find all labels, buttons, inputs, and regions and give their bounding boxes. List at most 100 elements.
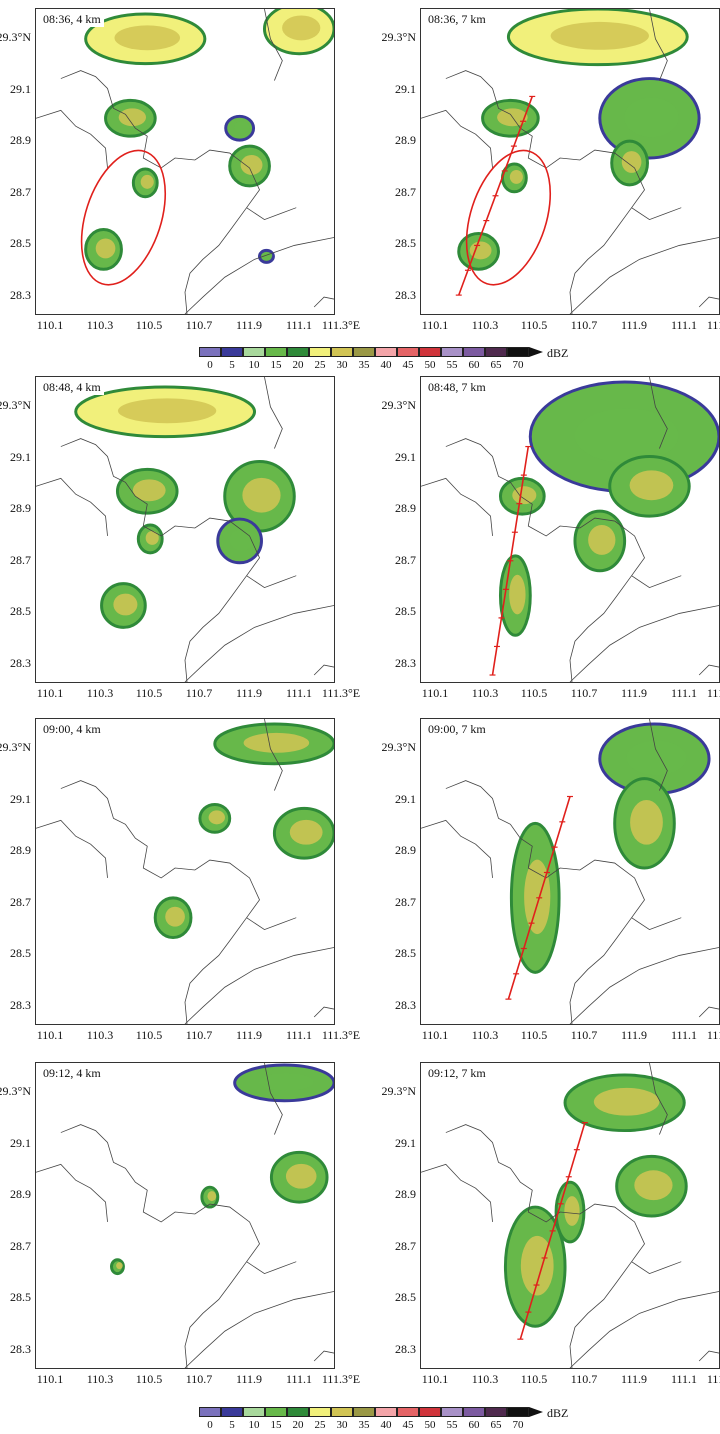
echo-core <box>282 15 321 41</box>
map-panel: 09:12, 4 km <box>35 1062 335 1369</box>
echo-core <box>117 398 217 424</box>
y-tick-label: 28.3 <box>395 1342 416 1356</box>
panel-label: 08:48, 4 km <box>40 379 104 395</box>
colorbar-segment <box>199 1407 221 1417</box>
map-panel: 08:48, 7 km <box>420 376 720 683</box>
colorbar-tick-label: 70 <box>512 1419 524 1431</box>
colorbar-tick-label: 30 <box>336 359 348 371</box>
panel-label: 09:12, 7 km <box>425 1065 489 1081</box>
colorbar-tick-label: 55 <box>446 1419 458 1431</box>
x-tick-label: 110.3 <box>86 1372 114 1386</box>
y-tick-label: 29.3°N <box>0 1084 31 1098</box>
colorbar-tick-label: 35 <box>358 359 370 371</box>
colorbar-segment <box>485 347 507 357</box>
echo-core <box>509 574 526 615</box>
y-tick-label: 29.1 <box>10 82 31 96</box>
colorbar-segment <box>419 1407 441 1417</box>
y-tick-label: 29.1 <box>10 792 31 806</box>
y-tick-label: 28.7 <box>395 895 416 909</box>
panel-label: 08:48, 7 km <box>425 379 489 395</box>
boundary-line <box>264 1063 283 1135</box>
colorbar-tick-label: 15 <box>270 1419 282 1431</box>
panel-label: 09:12, 4 km <box>40 1065 104 1081</box>
x-tick-label: 111.3°E <box>321 686 361 700</box>
colorbar-segment <box>287 347 309 357</box>
x-tick-label: 111.9 <box>235 1028 263 1042</box>
echo-core <box>624 97 679 138</box>
boundary-line <box>60 438 260 682</box>
echo-core <box>285 1163 317 1189</box>
y-tick-label: 28.5 <box>395 1290 416 1304</box>
x-tick-label: 111.3°E <box>321 1028 361 1042</box>
radar-map <box>421 9 719 314</box>
colorbar-arrow-left <box>185 1407 199 1417</box>
y-tick-label: 28.9 <box>10 133 31 147</box>
echo-core <box>113 593 138 616</box>
highlight-ellipse <box>465 149 552 286</box>
colorbar-segment <box>375 1407 397 1417</box>
x-tick-label: 110.3 <box>471 686 499 700</box>
colorbar-segment <box>309 347 331 357</box>
x-tick-label: 111.1 <box>670 318 698 332</box>
echo-core <box>207 1191 217 1202</box>
boundary-line <box>184 1291 334 1368</box>
panel-label: 08:36, 7 km <box>425 11 489 27</box>
x-tick-label: 110.7 <box>185 318 213 332</box>
boundary-line <box>36 1163 108 1222</box>
colorbar-tick-label: 50 <box>424 359 436 371</box>
echo-core <box>524 859 551 935</box>
boundary-line <box>264 719 283 791</box>
x-tick-label: 110.5 <box>520 1028 548 1042</box>
y-tick-label: 29.1 <box>10 450 31 464</box>
echo-core <box>629 470 674 501</box>
echo-core <box>626 740 687 776</box>
boundary-line <box>246 917 297 931</box>
y-tick-label: 29.1 <box>395 1136 416 1150</box>
x-tick-label: 110.7 <box>185 1028 213 1042</box>
y-tick-label: 28.9 <box>395 133 416 147</box>
colorbar-arrow-right <box>529 347 543 357</box>
echo-core <box>140 174 154 189</box>
colorbar-tick-label: 25 <box>314 1419 326 1431</box>
radar-map <box>36 377 334 682</box>
y-tick-label: 28.5 <box>10 946 31 960</box>
boundary-line <box>569 237 719 314</box>
echo-core <box>145 530 159 545</box>
colorbar-tick-label: 45 <box>402 359 414 371</box>
boundary-line <box>698 1350 719 1362</box>
panel-label: 09:00, 7 km <box>425 721 489 737</box>
boundary-line <box>631 207 682 221</box>
boundary-line <box>569 605 719 682</box>
x-tick-label: 111.3°E <box>706 1372 720 1386</box>
map-panel: 08:36, 4 km <box>35 8 335 315</box>
colorbar-tick-label: 20 <box>292 1419 304 1431</box>
echo-core <box>512 486 537 505</box>
y-tick-label: 28.7 <box>10 895 31 909</box>
x-tick-label: 110.5 <box>520 318 548 332</box>
boundary-line <box>246 1261 297 1275</box>
x-tick-label: 111.3°E <box>706 318 720 332</box>
x-tick-label: 111.1 <box>285 318 313 332</box>
y-tick-label: 28.3 <box>10 1342 31 1356</box>
boundary-line <box>313 1006 334 1018</box>
colorbar-arrow-right <box>529 1407 543 1417</box>
y-tick-label: 29.1 <box>395 792 416 806</box>
x-tick-label: 110.1 <box>36 1372 64 1386</box>
y-tick-label: 28.9 <box>10 1187 31 1201</box>
boundary-line <box>698 1006 719 1018</box>
boundary-line <box>631 575 682 589</box>
boundary-line <box>445 438 645 682</box>
boundary-line <box>569 1291 719 1368</box>
boundary-line <box>184 237 334 314</box>
colorbar-tick-label: 60 <box>468 1419 480 1431</box>
echo-core <box>240 155 263 175</box>
boundary-line <box>421 109 493 168</box>
y-tick-label: 28.5 <box>395 236 416 250</box>
boundary-line <box>264 9 283 81</box>
y-tick-label: 28.5 <box>10 236 31 250</box>
x-tick-label: 111.9 <box>235 1372 263 1386</box>
boundary-line <box>698 296 719 308</box>
x-tick-label: 110.5 <box>135 1028 163 1042</box>
echo-core <box>634 1170 673 1201</box>
boundary-line <box>36 477 108 536</box>
